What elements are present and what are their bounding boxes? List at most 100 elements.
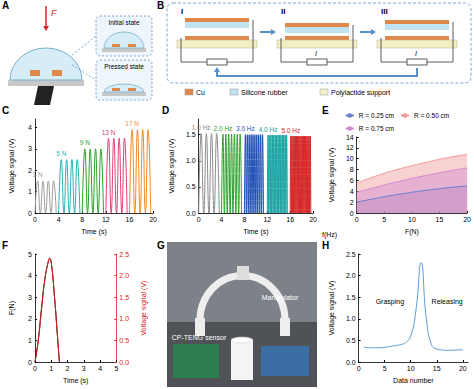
svg-text:I: I bbox=[415, 50, 417, 57]
svg-text:R = 0.75 cm: R = 0.75 cm bbox=[359, 125, 394, 132]
svg-text:3.0 Hz: 3.0 Hz bbox=[236, 125, 255, 132]
svg-text:III: III bbox=[381, 7, 388, 16]
svg-text:4: 4 bbox=[28, 124, 32, 131]
svg-text:Time (s): Time (s) bbox=[63, 377, 88, 385]
svg-text:4.0 Hz: 4.0 Hz bbox=[259, 126, 278, 133]
svg-text:Voltage signal (V): Voltage signal (V) bbox=[168, 139, 176, 194]
svg-text:Voltage signal (V): Voltage signal (V) bbox=[328, 148, 336, 203]
svg-text:12: 12 bbox=[102, 216, 110, 223]
svg-text:Time (s): Time (s) bbox=[243, 228, 268, 236]
svg-text:Voltage signal (V): Voltage signal (V) bbox=[140, 281, 148, 336]
svg-text:3: 3 bbox=[28, 294, 32, 301]
svg-text:CP-TENG sensor: CP-TENG sensor bbox=[172, 334, 227, 341]
svg-text:10: 10 bbox=[407, 365, 415, 372]
svg-text:9 N: 9 N bbox=[80, 139, 90, 146]
svg-text:Time (s): Time (s) bbox=[81, 228, 106, 236]
svg-text:Pressed state: Pressed state bbox=[104, 63, 144, 70]
svg-text:0.0: 0.0 bbox=[186, 210, 196, 217]
svg-text:0: 0 bbox=[28, 359, 32, 366]
svg-text:6: 6 bbox=[350, 177, 354, 184]
svg-text:8: 8 bbox=[350, 166, 354, 173]
svg-text:I: I bbox=[181, 7, 183, 16]
svg-text:12: 12 bbox=[346, 144, 354, 151]
svg-text:1.0: 1.0 bbox=[346, 315, 356, 322]
svg-text:1.0: 1.0 bbox=[186, 157, 196, 164]
svg-text:2: 2 bbox=[28, 315, 32, 322]
svg-text:1: 1 bbox=[49, 365, 53, 372]
svg-text:14: 14 bbox=[346, 134, 354, 141]
svg-text:2.5: 2.5 bbox=[346, 251, 356, 258]
svg-text:10: 10 bbox=[408, 216, 416, 223]
svg-text:3: 3 bbox=[28, 145, 32, 152]
svg-text:F(N): F(N) bbox=[405, 228, 419, 236]
svg-text:Voltage signal (V): Voltage signal (V) bbox=[328, 281, 336, 336]
svg-text:3: 3 bbox=[82, 365, 86, 372]
svg-text:4: 4 bbox=[28, 272, 32, 279]
svg-text:13 N: 13 N bbox=[102, 129, 116, 136]
svg-text:20: 20 bbox=[309, 216, 317, 223]
svg-text:1 N: 1 N bbox=[33, 171, 43, 178]
svg-text:8: 8 bbox=[80, 216, 84, 223]
svg-text:5: 5 bbox=[382, 216, 386, 223]
svg-text:1.5: 1.5 bbox=[346, 294, 356, 301]
svg-text:17 N: 17 N bbox=[125, 120, 139, 127]
svg-text:Initial state: Initial state bbox=[108, 19, 139, 26]
svg-text:Grasping: Grasping bbox=[376, 298, 405, 306]
svg-text:0.0: 0.0 bbox=[346, 359, 356, 366]
svg-text:f(Hz): f(Hz) bbox=[322, 231, 337, 239]
svg-text:2: 2 bbox=[350, 199, 354, 206]
svg-text:2.0 Hz: 2.0 Hz bbox=[214, 125, 233, 132]
svg-text:0.5: 0.5 bbox=[186, 183, 196, 190]
svg-text:1.5: 1.5 bbox=[186, 131, 196, 138]
svg-text:5: 5 bbox=[383, 365, 387, 372]
svg-text:12: 12 bbox=[263, 216, 271, 223]
svg-text:5: 5 bbox=[114, 365, 118, 372]
svg-text:II: II bbox=[281, 7, 285, 16]
svg-text:5.0 Hz: 5.0 Hz bbox=[281, 127, 300, 134]
svg-text:I: I bbox=[315, 50, 317, 57]
svg-text:0: 0 bbox=[33, 216, 37, 223]
svg-text:Silicone rubber: Silicone rubber bbox=[241, 89, 288, 96]
svg-text:Polylactide support: Polylactide support bbox=[331, 89, 390, 97]
svg-text:20: 20 bbox=[459, 365, 467, 372]
svg-text:2.5: 2.5 bbox=[119, 251, 129, 258]
svg-text:4: 4 bbox=[350, 188, 354, 195]
svg-text:Cu: Cu bbox=[196, 89, 205, 96]
svg-text:10: 10 bbox=[346, 155, 354, 162]
svg-text:20: 20 bbox=[149, 216, 157, 223]
svg-text:Voltage signal (V): Voltage signal (V) bbox=[8, 139, 16, 194]
svg-text:0: 0 bbox=[197, 216, 201, 223]
svg-text:F: F bbox=[51, 8, 57, 18]
svg-text:F(N): F(N) bbox=[8, 301, 16, 315]
svg-text:5 N: 5 N bbox=[56, 150, 66, 157]
svg-text:4: 4 bbox=[57, 216, 61, 223]
svg-text:0: 0 bbox=[33, 365, 37, 372]
svg-text:1.5: 1.5 bbox=[119, 294, 129, 301]
svg-text:16: 16 bbox=[286, 216, 294, 223]
svg-text:R = 0.25 cm: R = 0.25 cm bbox=[359, 112, 394, 119]
svg-text:2.0: 2.0 bbox=[119, 272, 129, 279]
svg-text:Data number: Data number bbox=[393, 377, 434, 384]
svg-text:2.0: 2.0 bbox=[346, 272, 356, 279]
svg-text:15: 15 bbox=[433, 365, 441, 372]
svg-text:15: 15 bbox=[436, 216, 444, 223]
svg-text:4: 4 bbox=[98, 365, 102, 372]
svg-text:2: 2 bbox=[66, 365, 70, 372]
svg-text:20: 20 bbox=[463, 216, 471, 223]
svg-text:1.0 Hz: 1.0 Hz bbox=[192, 124, 211, 131]
svg-text:0: 0 bbox=[350, 210, 354, 217]
svg-text:0: 0 bbox=[357, 365, 361, 372]
svg-text:2: 2 bbox=[28, 167, 32, 174]
svg-text:0: 0 bbox=[355, 216, 359, 223]
svg-text:1: 1 bbox=[28, 337, 32, 344]
svg-text:0.5: 0.5 bbox=[119, 337, 129, 344]
svg-text:1.0: 1.0 bbox=[119, 315, 129, 322]
svg-text:R = 0.50 cm: R = 0.50 cm bbox=[414, 112, 449, 119]
svg-text:Manipulator: Manipulator bbox=[262, 294, 299, 302]
svg-text:0.0: 0.0 bbox=[119, 359, 129, 366]
svg-text:0: 0 bbox=[28, 210, 32, 217]
svg-text:16: 16 bbox=[126, 216, 134, 223]
svg-text:0.5: 0.5 bbox=[346, 337, 356, 344]
svg-text:5: 5 bbox=[28, 251, 32, 258]
svg-text:8: 8 bbox=[242, 216, 246, 223]
